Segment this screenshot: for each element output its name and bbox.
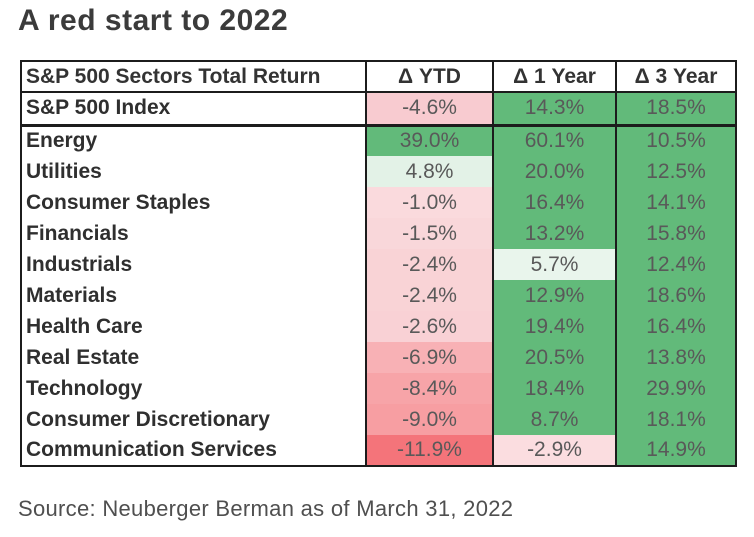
ytd-value: -2.4% bbox=[365, 280, 493, 311]
table-row: Industrials -2.4% 5.7% 12.4% bbox=[21, 249, 736, 280]
three-year-value: 29.9% bbox=[615, 373, 736, 404]
sector-block: Energy 39.0% 60.1% 10.5% Utilities 4.8% … bbox=[21, 125, 736, 466]
sector-label: Real Estate bbox=[21, 342, 366, 373]
one-year-value: 8.7% bbox=[492, 404, 616, 435]
three-year-value: 16.4% bbox=[615, 311, 736, 342]
ytd-value: -9.0% bbox=[365, 404, 493, 435]
one-year-value: 20.5% bbox=[492, 342, 616, 373]
sector-label: Communication Services bbox=[21, 435, 366, 466]
table-row-index: S&P 500 Index -4.6% 14.3% 18.5% bbox=[21, 92, 736, 125]
one-year-value: 60.1% bbox=[492, 125, 616, 156]
three-year-value: 10.5% bbox=[615, 125, 736, 156]
one-year-value: 13.2% bbox=[492, 218, 616, 249]
one-year-value: -2.9% bbox=[492, 435, 616, 466]
column-header-1-year: Δ 1 Year bbox=[492, 61, 616, 92]
ytd-value: -4.6% bbox=[365, 92, 493, 125]
column-header-sectors: S&P 500 Sectors Total Return bbox=[21, 61, 366, 92]
sector-label: Consumer Staples bbox=[21, 187, 366, 218]
sectors-return-table: S&P 500 Sectors Total Return Δ YTD Δ 1 Y… bbox=[20, 60, 737, 467]
chart-title: A red start to 2022 bbox=[18, 4, 289, 37]
column-header-ytd: Δ YTD bbox=[365, 61, 493, 92]
table-row: Health Care -2.6% 19.4% 16.4% bbox=[21, 311, 736, 342]
ytd-value: 4.8% bbox=[365, 156, 493, 187]
table-row: Energy 39.0% 60.1% 10.5% bbox=[21, 125, 736, 156]
table-row: Materials -2.4% 12.9% 18.6% bbox=[21, 280, 736, 311]
sector-label: Health Care bbox=[21, 311, 366, 342]
index-label: S&P 500 Index bbox=[21, 92, 366, 125]
sector-label: Materials bbox=[21, 280, 366, 311]
source-attribution: Source: Neuberger Berman as of March 31,… bbox=[18, 496, 514, 521]
table-row: Financials -1.5% 13.2% 15.8% bbox=[21, 218, 736, 249]
ytd-value: -2.4% bbox=[365, 249, 493, 280]
sector-label: Utilities bbox=[21, 156, 366, 187]
three-year-value: 13.8% bbox=[615, 342, 736, 373]
one-year-value: 16.4% bbox=[492, 187, 616, 218]
ytd-value: -6.9% bbox=[365, 342, 493, 373]
ytd-value: -1.0% bbox=[365, 187, 493, 218]
table-row: Real Estate -6.9% 20.5% 13.8% bbox=[21, 342, 736, 373]
ytd-value: -2.6% bbox=[365, 311, 493, 342]
sector-label: Energy bbox=[21, 125, 366, 156]
header-row: S&P 500 Sectors Total Return Δ YTD Δ 1 Y… bbox=[21, 61, 736, 92]
three-year-value: 12.4% bbox=[615, 249, 736, 280]
sector-label: Industrials bbox=[21, 249, 366, 280]
sector-label: Technology bbox=[21, 373, 366, 404]
one-year-value: 18.4% bbox=[492, 373, 616, 404]
sector-label: Financials bbox=[21, 218, 366, 249]
column-header-3-year: Δ 3 Year bbox=[615, 61, 736, 92]
one-year-value: 19.4% bbox=[492, 311, 616, 342]
one-year-value: 20.0% bbox=[492, 156, 616, 187]
three-year-value: 14.9% bbox=[615, 435, 736, 466]
table-row: Consumer Discretionary -9.0% 8.7% 18.1% bbox=[21, 404, 736, 435]
ytd-value: 39.0% bbox=[365, 125, 493, 156]
one-year-value: 12.9% bbox=[492, 280, 616, 311]
table-row: Technology -8.4% 18.4% 29.9% bbox=[21, 373, 736, 404]
three-year-value: 14.1% bbox=[615, 187, 736, 218]
ytd-value: -1.5% bbox=[365, 218, 493, 249]
index-block: S&P 500 Index -4.6% 14.3% 18.5% bbox=[21, 92, 736, 125]
table-row: Utilities 4.8% 20.0% 12.5% bbox=[21, 156, 736, 187]
three-year-value: 15.8% bbox=[615, 218, 736, 249]
table-row: Communication Services -11.9% -2.9% 14.9… bbox=[21, 435, 736, 466]
ytd-value: -8.4% bbox=[365, 373, 493, 404]
three-year-value: 18.6% bbox=[615, 280, 736, 311]
three-year-value: 18.1% bbox=[615, 404, 736, 435]
table-row: Consumer Staples -1.0% 16.4% 14.1% bbox=[21, 187, 736, 218]
one-year-value: 14.3% bbox=[492, 92, 616, 125]
three-year-value: 18.5% bbox=[615, 92, 736, 125]
one-year-value: 5.7% bbox=[492, 249, 616, 280]
three-year-value: 12.5% bbox=[615, 156, 736, 187]
sector-label: Consumer Discretionary bbox=[21, 404, 366, 435]
ytd-value: -11.9% bbox=[365, 435, 493, 466]
table-header: S&P 500 Sectors Total Return Δ YTD Δ 1 Y… bbox=[21, 61, 736, 92]
